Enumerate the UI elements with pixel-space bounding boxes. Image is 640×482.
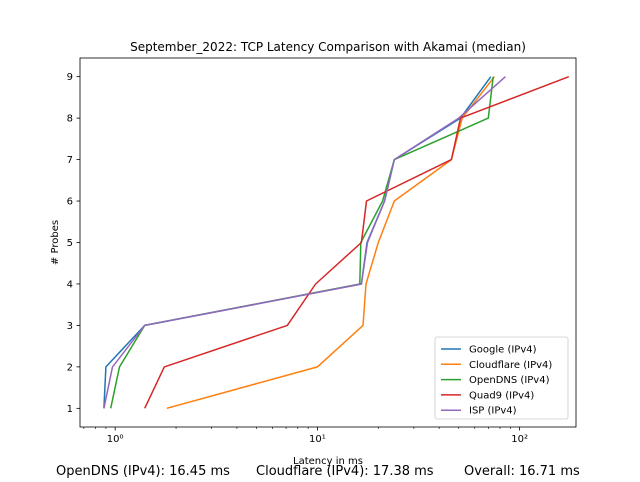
plot-area [103,75,570,410]
x-axis-label: Latency in ms [293,456,363,467]
summary-footer: OpenDNS (IPv4): 16.45 ms Cloudflare (IPv… [0,464,640,482]
series-line-isp-ipv4 [103,76,506,409]
legend-box [434,336,569,420]
y-tick-label: 6 [67,197,73,208]
y-tick-label: 2 [67,362,73,373]
legend-label-isp-ipv4: ISP (IPv4) [469,406,517,417]
legend-label-opendns-ipv4: OpenDNS (IPv4) [469,375,550,386]
y-tick-label: 1 [67,404,73,415]
legend-label-google-ipv4: Google (IPv4) [469,345,537,356]
y-tick-label: 5 [67,238,73,249]
y-tick-label: 3 [67,321,73,332]
y-tick-label: 8 [67,114,73,125]
series-line-google-ipv4 [103,76,492,409]
x-tick-label: 10¹ [309,434,326,445]
legend: Google (IPv4) Cloudflare (IPv4) OpenDNS (I… [434,336,569,420]
footer-overall-median: Overall: 16.71 ms [464,464,580,479]
footer-opendns-median: OpenDNS (IPv4): 16.45 ms [56,464,230,479]
legend-label-cloudflare-ipv4: Cloudflare (IPv4) [469,360,552,371]
x-tick-label: 10⁰ [107,434,124,445]
x-tick-label: 10² [511,434,528,445]
legend-label-quad9-ipv4: Quad9 (IPv4) [469,390,534,401]
y-tick-label: 9 [67,72,73,83]
series-line-quad9-ipv4 [144,75,570,409]
y-tick-label: 7 [67,155,73,166]
axes: 10⁰ 10¹ 10² 1 2 3 4 5 6 7 8 9 [67,57,577,445]
y-axis-label: # Probes [50,220,61,265]
y-tick-label: 4 [67,279,73,290]
footer-cloudflare-median: Cloudflare (IPv4): 17.38 ms [256,464,434,479]
chart-title: September_2022: TCP Latency Comparison w… [130,40,526,54]
